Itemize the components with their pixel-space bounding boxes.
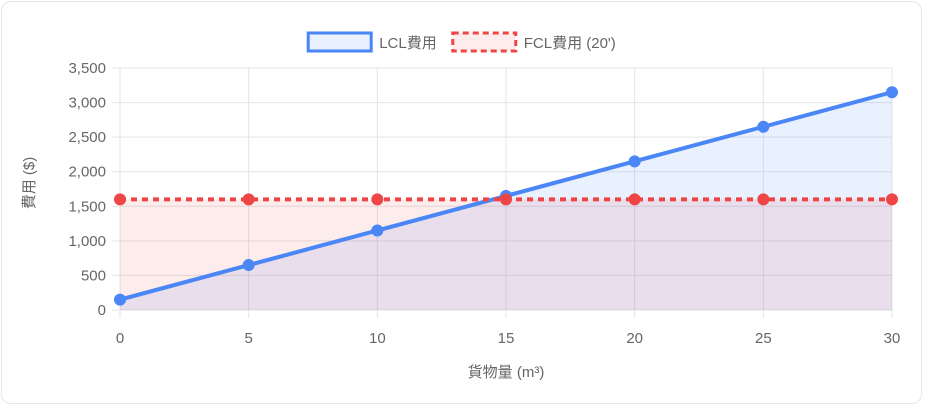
y-axis-title: 費用 ($) xyxy=(21,157,38,210)
data-point[interactable] xyxy=(114,293,126,306)
axes: 0 500 1,000 1,500 2,000 2,500 3,000 3,500 0 5 10 15… xyxy=(68,60,900,347)
data-point[interactable] xyxy=(500,193,512,206)
x-tick-label: 30 xyxy=(884,330,901,347)
y-tick-label: 3,000 xyxy=(68,95,106,112)
data-point[interactable] xyxy=(114,193,126,206)
legend-item-0[interactable]: LCL費用 xyxy=(306,31,437,53)
data-point[interactable] xyxy=(242,259,255,272)
series-points xyxy=(114,86,898,306)
series-area-1 xyxy=(120,199,892,310)
data-point[interactable] xyxy=(371,193,384,206)
data-point[interactable] xyxy=(628,193,641,206)
x-tick-label: 5 xyxy=(244,330,252,347)
data-point[interactable] xyxy=(757,193,770,206)
x-tick-label: 15 xyxy=(498,330,515,347)
data-point[interactable] xyxy=(757,120,770,133)
x-tick-label: 20 xyxy=(626,330,643,347)
legend-item-1[interactable]: FCL費用 (20') xyxy=(451,31,616,53)
grid xyxy=(112,67,893,318)
data-point[interactable] xyxy=(628,155,641,168)
x-axis-title: 貨物量 (m³) xyxy=(468,364,545,381)
x-tick-label: 10 xyxy=(369,330,386,347)
y-tick-label: 500 xyxy=(81,267,106,284)
y-tick-label: 2,000 xyxy=(68,164,106,181)
legend-swatch xyxy=(451,31,518,53)
y-tick-label: 3,500 xyxy=(68,60,106,77)
y-tick-label: 1,000 xyxy=(68,233,106,250)
y-tick-label: 0 xyxy=(98,302,106,319)
data-point[interactable] xyxy=(886,193,898,206)
y-tick-label: 2,500 xyxy=(68,129,106,146)
x-tick-label: 0 xyxy=(116,330,124,347)
data-point[interactable] xyxy=(371,224,384,237)
legend-swatch xyxy=(306,31,373,53)
y-tick-label: 1,500 xyxy=(68,198,106,215)
data-point[interactable] xyxy=(886,86,898,99)
legend-label: LCL費用 xyxy=(379,35,437,52)
data-point[interactable] xyxy=(242,193,255,206)
legend-label: FCL費用 (20') xyxy=(524,35,616,52)
x-tick-label: 25 xyxy=(755,330,772,347)
legend: LCL費用 FCL費用 (20') xyxy=(306,31,616,53)
